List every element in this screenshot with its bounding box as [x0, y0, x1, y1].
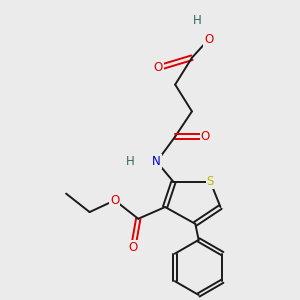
- Text: O: O: [154, 61, 163, 74]
- Text: O: O: [204, 33, 213, 46]
- Text: H: H: [193, 14, 201, 27]
- Text: O: O: [201, 130, 210, 143]
- Text: S: S: [207, 176, 214, 188]
- Text: H: H: [125, 155, 134, 168]
- Text: O: O: [129, 241, 138, 254]
- Text: N: N: [152, 155, 161, 168]
- Text: O: O: [110, 194, 119, 207]
